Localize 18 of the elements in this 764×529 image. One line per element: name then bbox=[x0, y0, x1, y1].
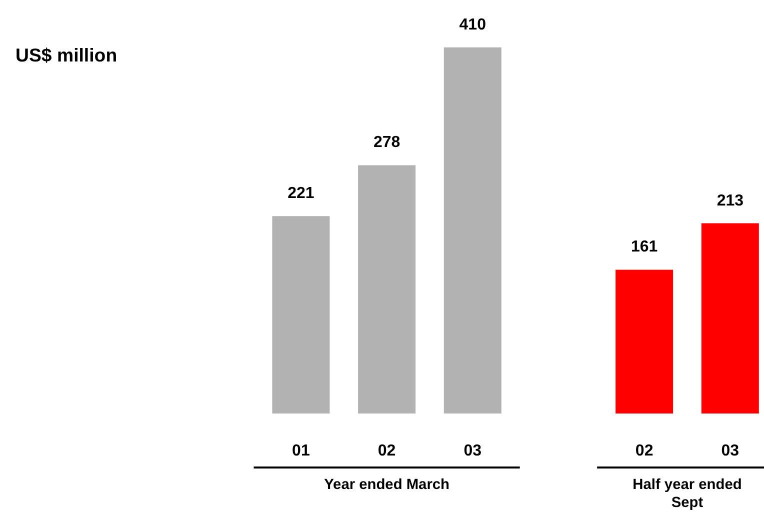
text: Half year ended Sept bbox=[632, 476, 742, 511]
x-tick-label: 01 bbox=[292, 442, 310, 460]
text: Year ended March bbox=[324, 476, 450, 493]
x-tick-label: 02 bbox=[635, 442, 654, 460]
data-label: 278 bbox=[373, 134, 400, 152]
x-tick-label: 02 bbox=[378, 442, 396, 460]
text: US$ million bbox=[16, 44, 118, 66]
bar bbox=[444, 47, 502, 414]
bar bbox=[358, 165, 416, 414]
data-label: 410 bbox=[459, 16, 486, 34]
x-tick-label: 03 bbox=[721, 442, 740, 460]
x-tick-label: 03 bbox=[464, 442, 482, 460]
data-label: 221 bbox=[288, 185, 314, 202]
data-label: 161 bbox=[630, 238, 658, 256]
bar bbox=[701, 223, 759, 414]
bar bbox=[272, 216, 330, 414]
data-label: 213 bbox=[716, 192, 744, 210]
bar bbox=[616, 270, 674, 414]
